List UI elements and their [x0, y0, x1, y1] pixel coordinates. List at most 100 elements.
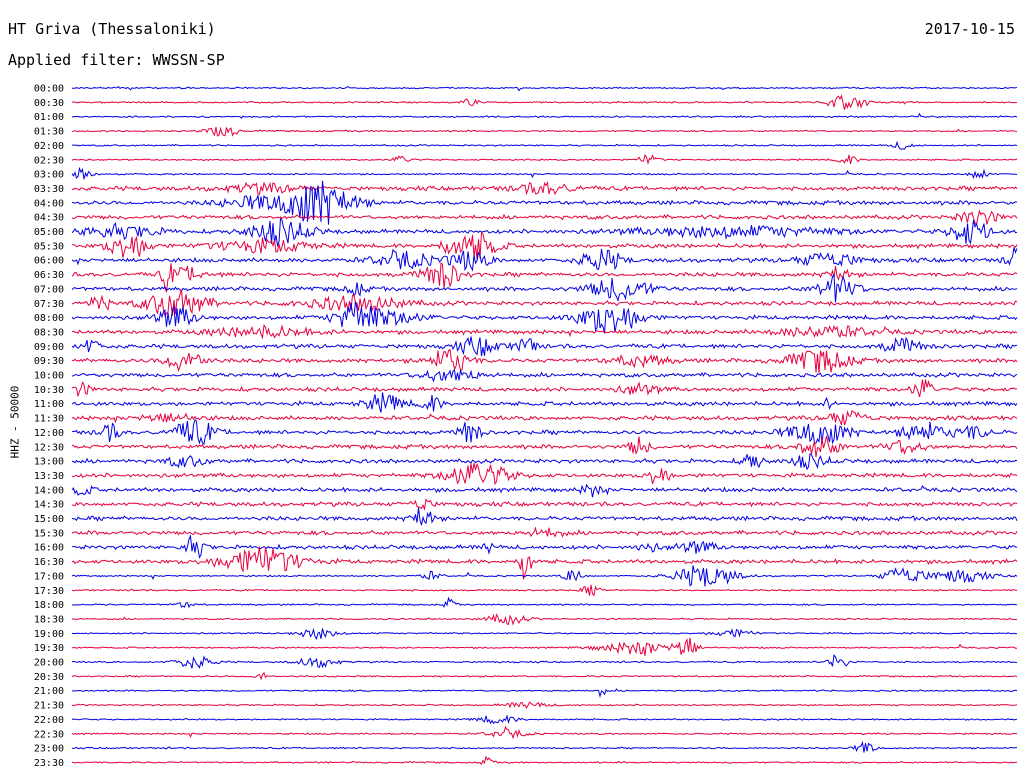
seismic-trace [71, 289, 1018, 318]
time-label: 02:30 [34, 155, 64, 166]
time-label: 01:00 [34, 112, 64, 123]
seismic-trace [71, 392, 1018, 413]
record-date: 2017-10-15 [924, 20, 1015, 38]
time-label: 03:30 [34, 184, 64, 195]
seismic-trace [71, 725, 1018, 740]
time-label: 14:30 [34, 500, 64, 511]
time-label: 22:00 [34, 715, 64, 726]
time-label: 11:00 [34, 399, 64, 410]
time-label: 13:00 [34, 457, 64, 468]
time-label: 15:30 [34, 528, 64, 539]
time-label: 09:00 [34, 342, 64, 353]
seismic-trace [71, 301, 1018, 334]
time-label: 00:30 [34, 98, 64, 109]
time-label: 02:00 [34, 141, 64, 152]
time-label: 00:00 [34, 84, 64, 95]
seismic-trace [71, 462, 1018, 486]
seismic-trace [71, 166, 1018, 180]
seismic-trace [71, 126, 1018, 137]
time-label: 06:30 [34, 270, 64, 281]
time-label: 07:30 [34, 299, 64, 310]
time-label: 19:30 [34, 643, 64, 654]
seismic-trace [71, 627, 1018, 641]
time-label: 20:30 [34, 672, 64, 683]
time-label: 12:00 [34, 428, 64, 439]
seismic-trace [71, 180, 1018, 196]
seismic-trace [71, 336, 1018, 357]
seismic-trace [71, 379, 1018, 398]
seismic-trace [71, 701, 1018, 709]
time-label: 18:00 [34, 600, 64, 611]
time-label: 17:30 [34, 586, 64, 597]
seismic-trace [71, 409, 1018, 426]
time-label: 21:30 [34, 701, 64, 712]
time-label: 07:00 [34, 284, 64, 295]
time-label: 09:30 [34, 356, 64, 367]
seismic-trace [71, 507, 1018, 526]
seismic-trace [71, 654, 1018, 669]
time-label: 23:30 [34, 758, 64, 769]
time-label: 06:00 [34, 256, 64, 267]
seismic-trace [71, 369, 1018, 383]
seismic-trace [71, 323, 1018, 340]
seismic-trace [72, 596, 1018, 609]
time-label: 01:30 [34, 127, 64, 138]
time-label: 20:00 [34, 658, 64, 669]
seismic-trace [71, 565, 1018, 587]
filter-label: Applied filter: WWSSN-SP [8, 51, 225, 69]
seismic-trace [71, 688, 1018, 698]
time-label: 22:30 [34, 729, 64, 740]
time-label: 05:00 [34, 227, 64, 238]
time-label: 12:30 [34, 442, 64, 453]
time-label: 16:00 [34, 543, 64, 554]
time-label: 04:00 [34, 198, 64, 209]
time-label: 21:00 [34, 686, 64, 697]
seismic-trace [71, 232, 1018, 260]
station-name: HT Griva (Thessaloniki) [8, 20, 216, 38]
seismic-trace [71, 671, 1018, 681]
seismic-trace [71, 209, 1018, 227]
time-label: 11:30 [34, 414, 64, 425]
time-label: 18:30 [34, 614, 64, 625]
seismic-trace [71, 247, 1018, 272]
time-label: 16:30 [34, 557, 64, 568]
seismic-trace [71, 140, 1018, 150]
seismic-trace [71, 85, 1018, 92]
time-label: 14:00 [34, 485, 64, 496]
seismic-trace [71, 261, 1018, 293]
seismic-trace [71, 273, 1018, 303]
seismic-trace [71, 498, 1018, 511]
seismic-trace [71, 435, 1018, 457]
seismic-trace [71, 584, 1018, 597]
time-label: 05:30 [34, 241, 64, 252]
time-label: 19:00 [34, 629, 64, 640]
time-label: 10:00 [34, 371, 64, 382]
time-label: 04:30 [34, 213, 64, 224]
time-label: 08:30 [34, 327, 64, 338]
time-label: 03:00 [34, 170, 64, 181]
seismic-trace [71, 526, 1018, 538]
time-label: 15:00 [34, 514, 64, 525]
seismic-trace [71, 483, 1018, 498]
seismic-trace [71, 94, 1018, 110]
seismic-trace [71, 180, 1018, 225]
seismic-trace [71, 453, 1018, 471]
seismic-trace [71, 534, 1018, 559]
time-label: 17:00 [34, 571, 64, 582]
seismic-trace [71, 153, 1018, 166]
seismic-trace [71, 613, 1018, 626]
seismic-trace [71, 740, 1017, 753]
seismic-trace [71, 546, 1018, 580]
seismic-trace [71, 418, 1018, 446]
time-label: 13:30 [34, 471, 64, 482]
time-label: 08:00 [34, 313, 64, 324]
seismic-trace [71, 714, 1018, 725]
seismic-trace [71, 217, 1018, 248]
seismic-trace [72, 755, 1018, 766]
seismic-trace [71, 637, 1017, 656]
seismic-trace [71, 348, 1018, 374]
seismic-trace [71, 112, 1018, 119]
time-label: 10:30 [34, 385, 64, 396]
time-label: 23:00 [34, 744, 64, 755]
